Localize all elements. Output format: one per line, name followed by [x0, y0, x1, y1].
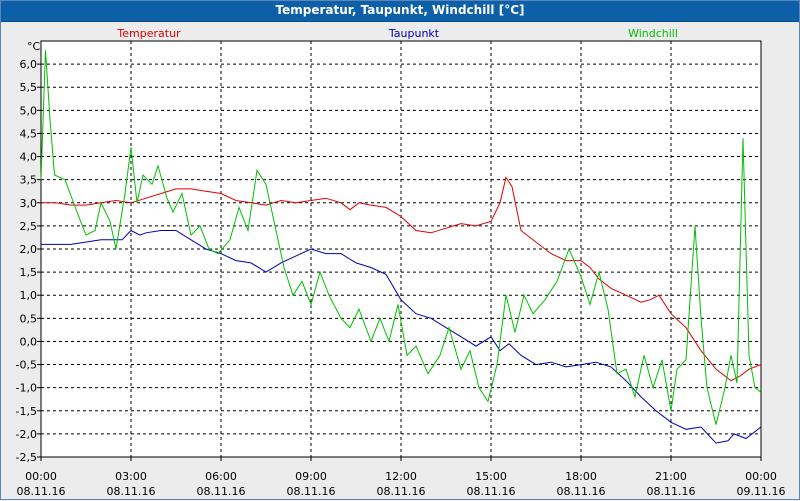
x-tick-date: 08.11.16	[107, 485, 156, 498]
y-tick-label: 0,0	[20, 335, 38, 348]
x-tick-time: 03:00	[115, 470, 147, 483]
series-line-windchill	[40, 50, 762, 425]
y-tick-label: 4,0	[20, 151, 38, 164]
y-tick-label: 0,5	[20, 312, 38, 325]
series-line-taupunkt	[41, 229, 762, 444]
y-tick-label: 2,0	[20, 243, 38, 256]
x-tick-time: 06:00	[205, 470, 237, 483]
x-tick-date: 08.11.16	[17, 485, 66, 498]
x-tick-time: 21:00	[655, 470, 687, 483]
y-tick-label: 1,5	[20, 266, 38, 279]
x-tick-date: 08.11.16	[647, 485, 696, 498]
y-tick-label: -1,0	[16, 382, 37, 395]
y-tick-label: -2,5	[16, 451, 37, 464]
window-title: Temperatur, Taupunkt, Windchill [°C]	[275, 3, 525, 17]
series-line-temperatur	[41, 176, 762, 382]
y-tick-label: 5,5	[20, 81, 38, 94]
y-tick-label: 2,5	[20, 220, 38, 233]
x-tick-time: 15:00	[475, 470, 507, 483]
plot-border	[40, 40, 762, 458]
legend-windchill: Windchill	[628, 27, 678, 40]
y-tick-label: -2,0	[16, 428, 37, 441]
x-tick-date: 08.11.16	[557, 485, 606, 498]
y-tick-label: 3,5	[20, 174, 38, 187]
x-tick-time: 00:00	[745, 470, 777, 483]
y-tick-label: -0,5	[16, 359, 37, 372]
y-tick-label: -1,5	[16, 405, 37, 418]
x-tick-time: 18:00	[565, 470, 597, 483]
y-tick-label: 1,0	[20, 289, 38, 302]
legend-temperatur: Temperatur	[116, 27, 181, 40]
x-tick-time: 12:00	[385, 470, 417, 483]
x-tick-date: 08.11.16	[197, 485, 246, 498]
x-tick-date: 08.11.16	[377, 485, 426, 498]
x-tick-date: 08.11.16	[287, 485, 336, 498]
y-axis-label: °C	[27, 40, 41, 53]
x-tick-time: 09:00	[295, 470, 327, 483]
y-tick-label: 6,0	[20, 58, 38, 71]
legend-taupunkt: Taupunkt	[388, 27, 440, 40]
y-tick-label: 3,0	[20, 197, 38, 210]
x-tick-date: 08.11.16	[467, 485, 516, 498]
y-tick-label: 4,5	[20, 127, 38, 140]
title-bar: Temperatur, Taupunkt, Windchill [°C]	[1, 1, 799, 22]
y-tick-label: 5,0	[20, 104, 38, 117]
x-tick-date: 09.11.16	[737, 485, 786, 498]
x-tick-time: 00:00	[25, 470, 57, 483]
